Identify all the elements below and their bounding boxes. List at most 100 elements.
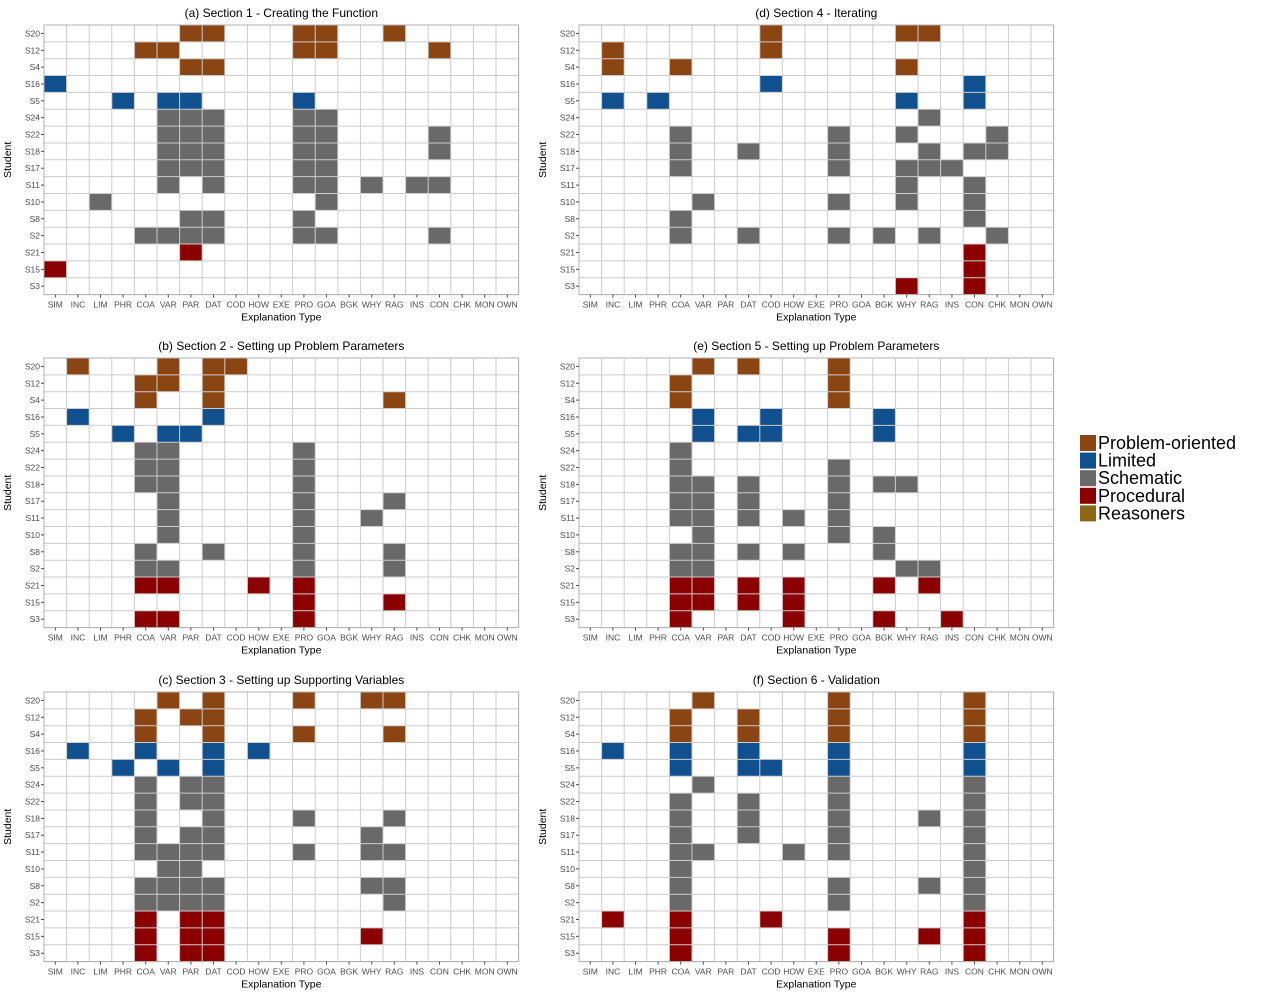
y-tick-label: S18 — [25, 813, 40, 823]
y-tick-label: S3 — [30, 948, 41, 958]
heat-cell — [963, 260, 986, 278]
x-tick-label: EXE — [808, 967, 825, 977]
x-tick-label: GOA — [317, 300, 336, 310]
heat-cell — [134, 944, 157, 962]
heat-cell — [179, 159, 203, 177]
heat-cell — [157, 442, 180, 460]
x-tick-label: INC — [71, 633, 86, 643]
x-tick-label: EXE — [273, 633, 290, 643]
heat-cell — [202, 25, 225, 42]
y-tick-label: S18 — [25, 479, 40, 489]
heat-cell — [157, 126, 180, 143]
y-tick-label: S12 — [25, 712, 40, 722]
heat-cell — [179, 25, 203, 42]
heat-cell — [292, 142, 316, 160]
heat-cell — [692, 843, 715, 861]
heat-cell — [360, 843, 383, 861]
heat-cell — [669, 227, 692, 245]
x-tick-label: INC — [606, 300, 621, 310]
y-tick-label: S21 — [25, 247, 40, 257]
heat-cell — [292, 610, 316, 628]
x-tick-label: OWN — [1032, 967, 1053, 977]
heat-cell — [669, 809, 692, 827]
x-tick-label: RAG — [920, 300, 938, 310]
y-tick-label: S16 — [25, 412, 40, 422]
x-tick-label: OWN — [497, 633, 518, 643]
x-tick-label: OWN — [1032, 300, 1053, 310]
y-tick-label: S4 — [30, 395, 41, 405]
heat-cell — [737, 475, 760, 493]
heat-cell — [315, 227, 338, 245]
heat-cell — [963, 725, 986, 743]
heat-cell — [202, 58, 225, 76]
heat-cell — [963, 759, 986, 777]
y-tick-label: S11 — [561, 180, 576, 190]
heat-cell — [737, 358, 760, 375]
heat-cell — [383, 543, 406, 561]
heat-cell — [782, 843, 805, 861]
heat-cell — [669, 894, 692, 912]
heat-cell — [66, 358, 90, 375]
heat-cell — [737, 227, 760, 245]
x-tick-label: CON — [430, 967, 449, 977]
heat-cell — [292, 41, 316, 59]
heat-cell — [179, 227, 203, 245]
heat-cell — [292, 809, 316, 827]
heat-cell — [827, 492, 851, 510]
heat-cell — [601, 742, 625, 760]
heat-cell — [895, 193, 918, 211]
heat-cell — [292, 109, 316, 127]
y-tick-label: S10 — [25, 530, 40, 540]
x-tick-label: MON — [1010, 633, 1030, 643]
x-tick-label: COA — [671, 300, 690, 310]
heat-cell — [383, 492, 406, 510]
heat-cell — [111, 425, 135, 443]
x-tick-label: PRO — [830, 300, 849, 310]
heat-cell — [202, 227, 225, 245]
x-axis-title: Explanation Type — [241, 979, 322, 991]
legend-swatch — [1080, 505, 1096, 522]
heat-cell — [202, 809, 225, 827]
heat-cell — [202, 742, 225, 760]
x-tick-label: MON — [1010, 967, 1030, 977]
x-tick-label: PAR — [182, 633, 199, 643]
heat-cell — [202, 927, 225, 945]
y-tick-label: S5 — [565, 96, 576, 106]
heat-cell — [202, 911, 225, 928]
heat-cell — [179, 877, 203, 895]
heat-cell — [918, 927, 941, 945]
y-axis-title: Student — [2, 142, 14, 178]
heat-cell — [601, 92, 625, 110]
heat-cell — [202, 391, 225, 409]
x-tick-label: PAR — [182, 967, 199, 977]
x-tick-label: COD — [762, 633, 781, 643]
y-tick-label: S2 — [565, 898, 576, 908]
heat-cell — [872, 577, 896, 594]
x-tick-label: BGK — [340, 967, 358, 977]
heatmap-panel: (b) Section 2 - Setting up Problem Param… — [2, 339, 520, 657]
panel-title: (a) Section 1 - Creating the Function — [185, 6, 378, 20]
heat-cell — [405, 176, 429, 194]
y-tick-label: S17 — [25, 496, 40, 506]
y-tick-label: S4 — [565, 395, 576, 405]
heat-cell — [669, 475, 692, 493]
heat-cell — [292, 210, 316, 228]
heat-cell — [179, 927, 203, 945]
heat-cell — [737, 809, 760, 827]
heat-cell — [985, 126, 1009, 143]
x-tick-label: DAT — [740, 633, 756, 643]
heat-cell — [669, 58, 692, 76]
heat-cell — [157, 475, 180, 493]
x-tick-label: PHR — [114, 633, 132, 643]
heat-cell — [202, 126, 225, 143]
x-tick-label: WHY — [897, 300, 917, 310]
heat-cell — [669, 560, 692, 578]
heat-cell — [759, 25, 783, 42]
y-tick-label: S12 — [560, 712, 575, 722]
x-tick-label: PAR — [717, 967, 734, 977]
heat-cell — [669, 708, 692, 726]
y-tick-label: S12 — [560, 378, 575, 388]
heat-cell — [383, 725, 406, 743]
heat-cell — [134, 894, 157, 912]
heatmap-panel: (c) Section 3 - Setting up Supporting Va… — [2, 673, 520, 991]
